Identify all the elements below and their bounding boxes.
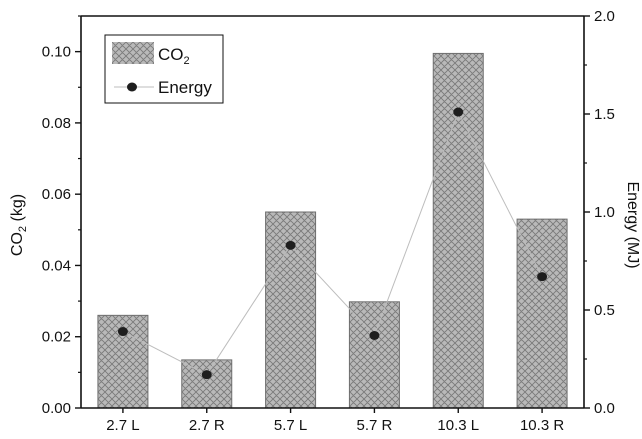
legend-energy-marker [127, 82, 137, 92]
x-tick-label: 10.3 R [520, 417, 564, 434]
right-tick-label: 2.0 [594, 8, 615, 25]
left-axis-title-main: CO [9, 232, 26, 256]
left-tick-label: 0.08 [42, 115, 71, 132]
legend-co2-label-main: CO [158, 45, 184, 64]
co2-bar [432, 52, 484, 409]
legend-co2-label: CO2 [158, 45, 190, 67]
axes-layer: 0.00 0.02 0.04 0.06 0.08 0.10 0.0 0.5 1.0 1.5 2.0 2… [42, 8, 615, 434]
energy-line-layer [117, 107, 548, 380]
left-tick-label: 0.00 [42, 400, 71, 417]
energy-point [117, 327, 128, 337]
x-tick-label: 5.7 R [356, 417, 392, 434]
energy-point [369, 330, 380, 340]
energy-point [537, 272, 548, 282]
energy-line [122, 110, 543, 376]
right-tick-label: 0.5 [594, 302, 615, 319]
co2-bar [181, 359, 233, 409]
co2-bar [516, 218, 568, 409]
x-tick-label: 5.7 L [274, 417, 307, 434]
x-tick-label: 2.7 R [189, 417, 225, 434]
energy-point [201, 370, 212, 380]
left-axis-title-sub: 2 [17, 226, 29, 232]
right-tick-label: 0.0 [594, 400, 615, 417]
right-tick-label: 1.5 [594, 106, 615, 123]
left-tick-label: 0.06 [42, 186, 71, 203]
left-tick-label: 0.10 [42, 44, 71, 61]
left-tick-label: 0.02 [42, 329, 71, 346]
bars-layer [97, 52, 568, 409]
co2-bar [348, 301, 400, 409]
left-axis-title: CO2 (kg) [9, 194, 29, 256]
legend: CO2 Energy [104, 34, 224, 104]
left-axis-title-unit: (kg) [9, 194, 26, 226]
x-tick-label: 10.3 L [437, 417, 479, 434]
legend-energy-label: Energy [158, 78, 212, 97]
right-axis-title: Energy (MJ) [624, 181, 641, 268]
energy-point [285, 240, 296, 250]
x-tick-label: 2.7 L [106, 417, 139, 434]
legend-co2-swatch [112, 42, 154, 64]
legend-co2-label-sub: 2 [184, 55, 190, 67]
right-tick-label: 1.0 [594, 204, 615, 221]
energy-point [453, 107, 464, 117]
left-tick-label: 0.04 [42, 257, 71, 274]
